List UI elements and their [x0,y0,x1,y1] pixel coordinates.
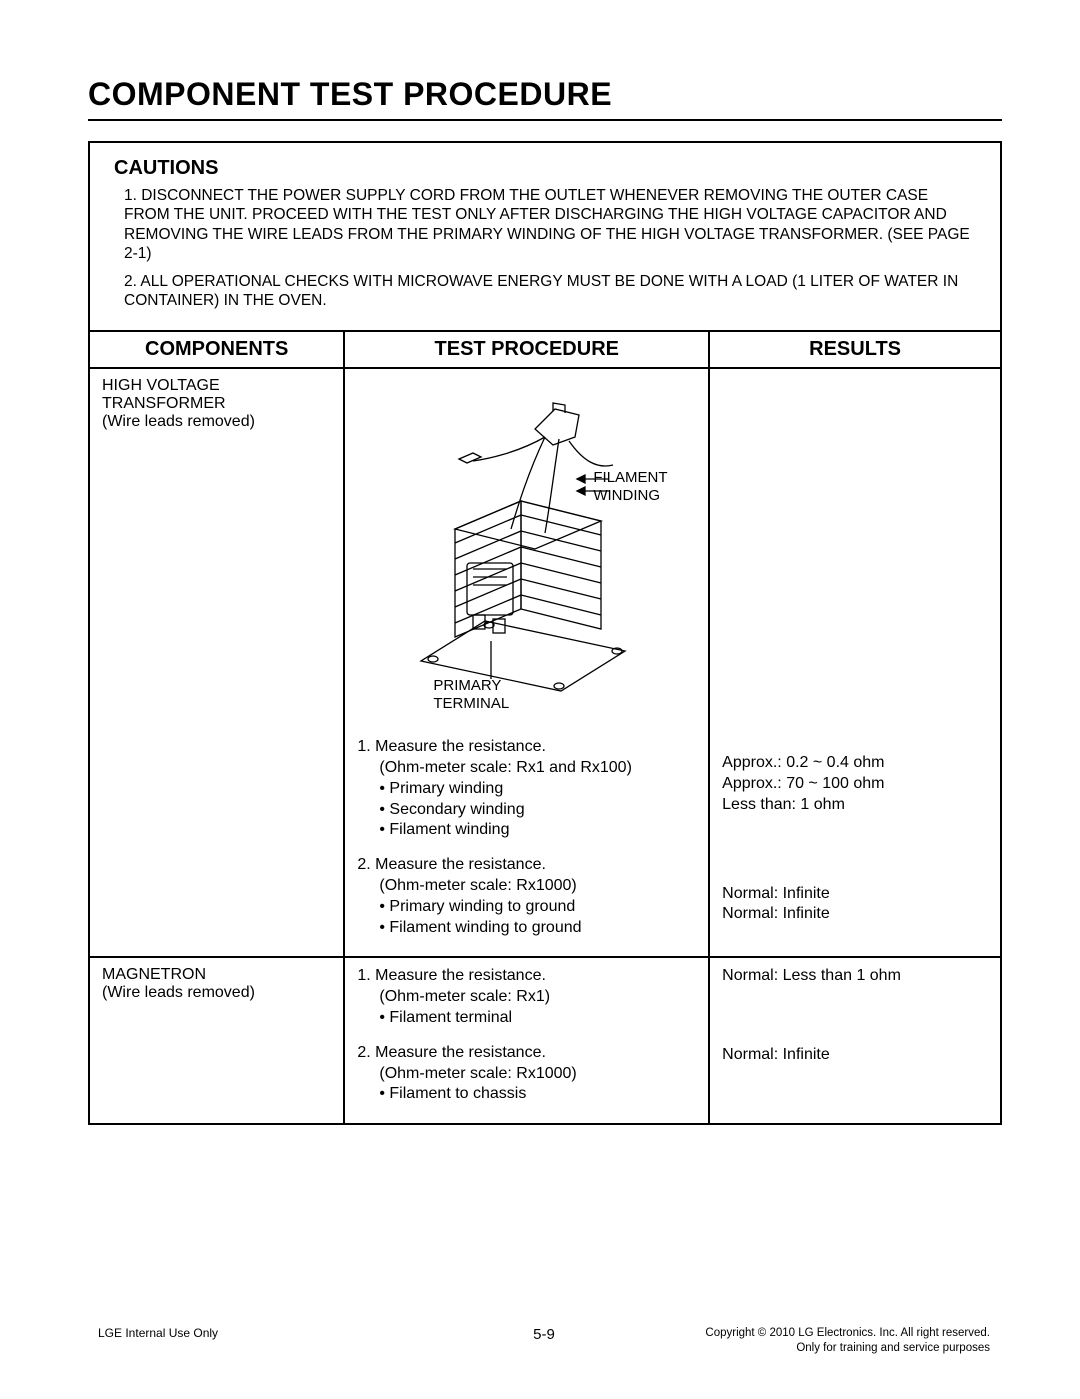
procedure-step: 2. Measure the resistance. (Ohm-meter sc… [357,1043,696,1105]
primary-terminal-label: PRIMARY TERMINAL [433,677,509,713]
caution-item: 1. DISCONNECT THE POWER SUPPLY CORD FROM… [124,186,978,264]
caution-number: 2. [124,273,140,290]
procedure-step: 2. Measure the resistance. (Ohm-meter sc… [357,855,696,938]
cautions-heading: CAUTIONS [114,157,986,180]
component-cell: HIGH VOLTAGE TRANSFORMER (Wire leads rem… [89,368,344,957]
result-block: Normal: Less than 1 ohm [722,966,988,987]
cautions-list: 1. DISCONNECT THE POWER SUPPLY CORD FROM… [124,186,978,310]
component-cell: MAGNETRON (Wire leads removed) [89,957,344,1124]
procedure-cell: FILAMENT WINDING PRIMARY TERMINAL 1. Mea… [344,368,709,957]
filament-winding-label: FILAMENT WINDING [593,469,667,505]
table-row: HIGH VOLTAGE TRANSFORMER (Wire leads rem… [89,368,1001,957]
title-rule [88,119,1002,121]
header-results: RESULTS [709,331,1001,368]
results-cell: Normal: Less than 1 ohm Normal: Infinite [709,957,1001,1124]
header-components: COMPONENTS [89,331,344,368]
component-name: HIGH VOLTAGE TRANSFORMER (Wire leads rem… [102,377,331,431]
caution-number: 1. [124,187,141,204]
procedure-cell: 1. Measure the resistance. (Ohm-meter sc… [344,957,709,1124]
page: COMPONENT TEST PROCEDURE CAUTIONS 1. DIS… [0,0,1080,1399]
caution-text: ALL OPERATIONAL CHECKS WITH MICROWAVE EN… [124,273,958,309]
procedure-step: 1. Measure the resistance. (Ohm-meter sc… [357,737,696,841]
page-footer: LGE Internal Use Only 5-9 Copyright © 20… [0,1326,1080,1355]
caution-text: DISCONNECT THE POWER SUPPLY CORD FROM TH… [124,187,970,262]
table-row: MAGNETRON (Wire leads removed) 1. Measur… [89,957,1001,1124]
caution-item: 2. ALL OPERATIONAL CHECKS WITH MICROWAVE… [124,272,978,311]
transformer-svg [377,383,677,713]
cautions-box: CAUTIONS 1. DISCONNECT THE POWER SUPPLY … [88,141,1002,332]
result-block: Normal: Infinite [722,1045,988,1066]
table-header-row: COMPONENTS TEST PROCEDURE RESULTS [89,331,1001,368]
test-table: COMPONENTS TEST PROCEDURE RESULTS HIGH V… [88,330,1002,1125]
footer-right: Copyright © 2010 LG Electronics. Inc. Al… [584,1326,990,1355]
procedure-step: 1. Measure the resistance. (Ohm-meter sc… [357,966,696,1028]
footer-page-number: 5-9 [504,1326,584,1343]
results-cell: Approx.: 0.2 ~ 0.4 ohm Approx.: 70 ~ 100… [709,368,1001,957]
footer-left: LGE Internal Use Only [98,1326,504,1340]
header-procedure: TEST PROCEDURE [344,331,709,368]
component-name: MAGNETRON (Wire leads removed) [102,966,331,1002]
transformer-diagram: FILAMENT WINDING PRIMARY TERMINAL [357,383,696,713]
result-block: Approx.: 0.2 ~ 0.4 ohm Approx.: 70 ~ 100… [722,753,988,815]
result-block: Normal: Infinite Normal: Infinite [722,884,988,926]
page-title: COMPONENT TEST PROCEDURE [88,76,1002,113]
